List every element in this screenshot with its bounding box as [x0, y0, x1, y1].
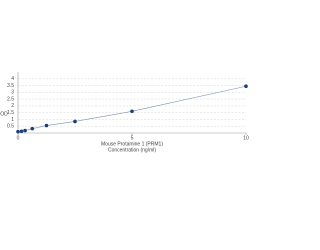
data-point	[44, 123, 49, 128]
data-point	[130, 109, 134, 114]
y-tick-label: 4	[11, 76, 14, 82]
x-axis-label: Mouse Protamine 1 (PRM1)	[101, 141, 163, 147]
data-point	[23, 128, 27, 133]
y-tick-label: 3	[11, 90, 14, 96]
x-tick-label: 10	[243, 135, 249, 141]
data-point	[244, 84, 248, 89]
y-tick-label: 1	[11, 117, 14, 123]
data-point	[73, 119, 77, 124]
y-tick-label: 2.5	[7, 96, 14, 102]
curve-line	[17, 85, 247, 132]
y-tick-label: 3.5	[7, 83, 14, 89]
y-tick-label: 0.5	[7, 124, 14, 130]
y-tick-label: 2	[11, 103, 14, 109]
x-tick-label: 5	[131, 135, 134, 141]
y-tick-label: 1.5	[7, 110, 14, 116]
data-point	[19, 129, 24, 134]
data-point	[16, 129, 20, 134]
x-axis-label: Concentration (ng/ml)	[108, 147, 156, 153]
data-point	[30, 126, 35, 131]
y-axis-label: OD	[0, 111, 8, 117]
chart: OD Mouse Protamine 1 (PRM1) Concentratio…	[0, 72, 249, 153]
x-tick-label: 0	[17, 135, 20, 141]
